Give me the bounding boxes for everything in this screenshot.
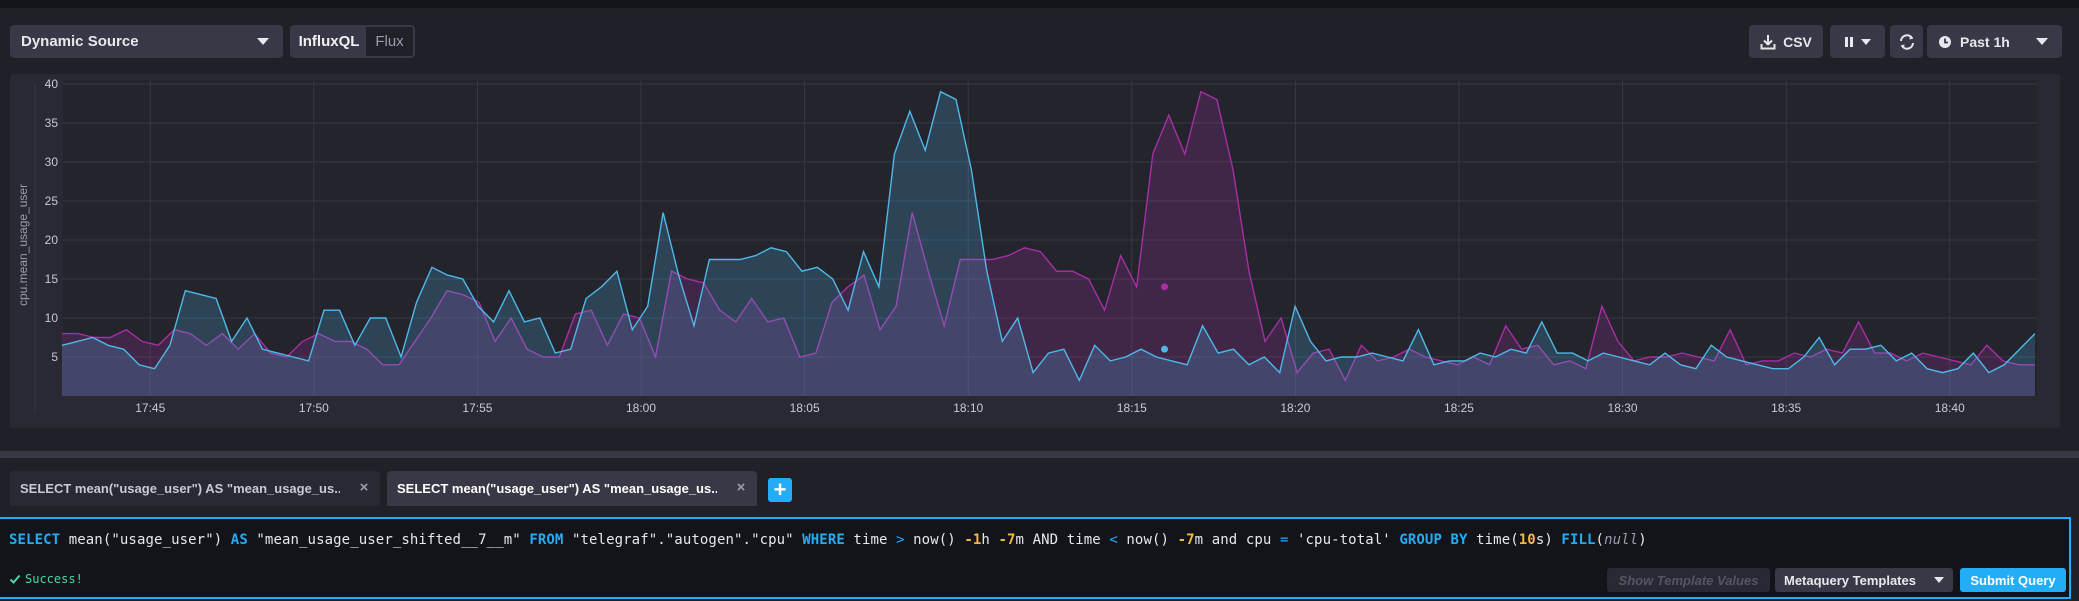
query-token: ) [1638, 532, 1647, 548]
resize-divider[interactable] [0, 451, 2079, 458]
csv-download-button[interactable]: CSV [1749, 25, 1823, 58]
query-status-text: Success! [25, 572, 83, 586]
chevron-down-icon [1934, 577, 1944, 583]
hover-point [1161, 345, 1169, 353]
query-token: ) [213, 532, 231, 548]
query-language-toggle: InfluxQL Flux [290, 25, 415, 58]
close-icon[interactable]: × [736, 479, 746, 496]
query-token: < [1109, 532, 1118, 548]
query-token: -1 [964, 532, 982, 548]
y-tick-label: 15 [45, 272, 59, 286]
hover-point [1161, 283, 1169, 291]
x-tick-label: 17:45 [135, 401, 165, 415]
series-0-area [62, 91, 2035, 396]
clock-icon [1939, 35, 1951, 48]
query-tab-label: SELECT mean("usage_user") AS "mean_usage… [20, 481, 340, 496]
x-tick-label: 18:30 [1608, 401, 1638, 415]
y-tick-label: 10 [45, 311, 59, 325]
query-token: FILL [1561, 532, 1596, 548]
show-template-values-button[interactable]: Show Template Values [1607, 568, 1770, 592]
flux-toggle-button[interactable]: Flux [375, 33, 404, 50]
y-tick-label: 25 [45, 194, 59, 208]
query-token: 'cpu-total' [1288, 532, 1400, 548]
graph-panel: cpu.mean_usage_user 5 10 15 20 25 30 35 40 17:4… [10, 74, 2060, 428]
x-tick-label: 18:35 [1771, 401, 1801, 415]
series-1-area [62, 91, 2035, 396]
chevron-down-icon [1861, 38, 1871, 45]
query-editor[interactable]: SELECT mean("usage_user") AS "mean_usage… [0, 517, 2071, 599]
query-token: mean( [60, 532, 112, 548]
query-token: now() [1117, 532, 1178, 548]
autorefresh-dropdown[interactable] [1830, 25, 1885, 58]
query-text[interactable]: SELECT mean("usage_user") AS "mean_usage… [9, 532, 1647, 548]
query-token: 10 [1518, 532, 1536, 548]
query-token: "usage_user" [111, 532, 214, 548]
x-tick-label: 17:55 [462, 401, 492, 415]
add-query-button[interactable]: + [768, 478, 792, 502]
y-tick-label: 20 [45, 233, 59, 247]
time-range-dropdown[interactable]: Past 1h [1927, 25, 2062, 58]
time-range-label: Past 1h [1960, 33, 2010, 50]
query-token: s) [1535, 532, 1562, 548]
query-token: null [1604, 532, 1639, 548]
x-tick-label: 17:50 [299, 401, 329, 415]
query-tab-label: SELECT mean("usage_user") AS "mean_usage… [397, 481, 717, 496]
query-tab-1[interactable]: SELECT mean("usage_user") AS "mean_usage… [10, 471, 380, 506]
query-token: WHERE [802, 532, 845, 548]
query-status: Success! [9, 572, 83, 586]
x-tick-label: 18:40 [1935, 401, 1965, 415]
x-tick-label: 18:05 [790, 401, 820, 415]
chevron-down-icon [2036, 38, 2048, 45]
series-1-line [62, 90, 2035, 383]
query-token: -7 [1177, 532, 1195, 548]
x-tick-label: 18:25 [1444, 401, 1474, 415]
query-token: = [1279, 532, 1289, 548]
y-axis-label: cpu.mean_usage_user [16, 184, 30, 306]
metaquery-templates-label: Metaquery Templates [1784, 572, 1916, 588]
query-token: -7 [998, 532, 1016, 548]
query-token: FROM [529, 532, 564, 548]
plot-area [63, 80, 2037, 396]
query-token: SELECT [9, 532, 61, 548]
influxql-toggle-button[interactable]: InfluxQL [292, 27, 366, 56]
x-tick-label: 18:15 [1117, 401, 1147, 415]
query-token: GROUP BY [1399, 532, 1468, 548]
y-tick-label: 5 [51, 350, 58, 364]
download-icon [1760, 34, 1776, 49]
pause-icon [1845, 36, 1853, 47]
query-token: m AND time [1015, 532, 1110, 548]
x-tick-label: 18:20 [1280, 401, 1310, 415]
chevron-down-icon [257, 38, 269, 45]
query-token: h [981, 532, 999, 548]
query-token: "telegraf"."autogen"."cpu" [563, 532, 803, 548]
metaquery-templates-dropdown[interactable]: Metaquery Templates [1775, 568, 1953, 592]
source-dropdown[interactable]: Dynamic Source [10, 25, 283, 58]
refresh-icon [1899, 33, 1914, 50]
query-token: time( [1467, 532, 1519, 548]
query-token: now() [904, 532, 965, 548]
checkmark-icon [9, 574, 21, 584]
query-token: time [844, 532, 897, 548]
x-tick-label: 18:10 [953, 401, 983, 415]
y-tick-label: 40 [45, 77, 59, 91]
query-token: ( [1595, 532, 1605, 548]
line-chart[interactable]: cpu.mean_usage_user 5 10 15 20 25 30 35 40 17:4… [10, 74, 2060, 428]
query-token: "mean_usage_user_shifted__7__m" [247, 532, 530, 548]
query-token: AS [230, 532, 248, 548]
y-tick-label: 35 [45, 116, 59, 130]
x-tick-label: 18:00 [626, 401, 656, 415]
query-token: > [896, 532, 905, 548]
close-icon[interactable]: × [359, 479, 369, 496]
source-dropdown-label: Dynamic Source [21, 33, 139, 50]
y-tick-label: 30 [45, 155, 59, 169]
top-strip [0, 0, 2079, 8]
submit-query-button[interactable]: Submit Query [1960, 568, 2066, 592]
query-tab-2[interactable]: SELECT mean("usage_user") AS "mean_usage… [387, 471, 757, 506]
query-token: m and cpu [1194, 532, 1280, 548]
refresh-button[interactable] [1890, 25, 1923, 58]
csv-label: CSV [1783, 33, 1812, 50]
series-0-line [61, 90, 2036, 383]
